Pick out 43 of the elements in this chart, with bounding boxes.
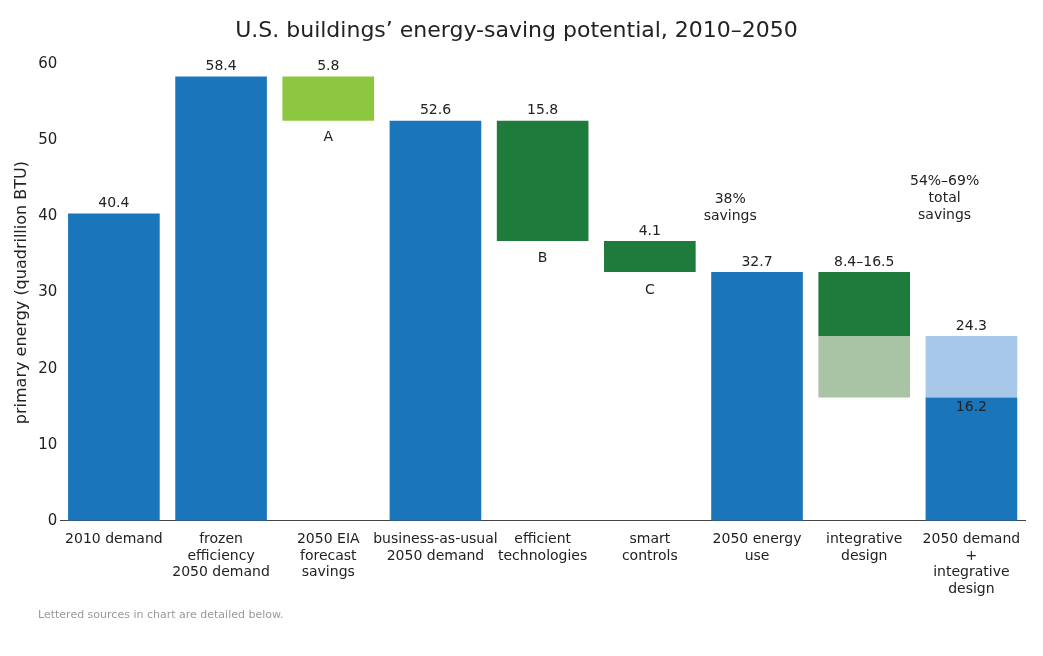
y-tick-label: 10 bbox=[38, 434, 58, 453]
data-label: 4.1 bbox=[638, 221, 661, 238]
text: Lettered sources in chart are detailed below. bbox=[38, 608, 285, 621]
x-tick-label: smart controls bbox=[621, 529, 678, 563]
chart-title: U.S. buildings’ energy-saving potential, 2010–2050 bbox=[235, 16, 798, 42]
x-tick-label: 2050 demand + integrative design bbox=[922, 529, 1021, 597]
x-tick-label: frozen efficiency 2050 demand bbox=[172, 529, 270, 580]
bar bbox=[818, 335, 911, 398]
annotation: 8.4–16.5 bbox=[834, 252, 895, 269]
annotation: A bbox=[323, 128, 334, 145]
data-label: 15.8 bbox=[527, 101, 559, 118]
x-tick-label: 2010 demand bbox=[65, 529, 163, 546]
bar bbox=[711, 272, 803, 521]
y-tick-label: 50 bbox=[38, 130, 58, 149]
y-tick-label: 60 bbox=[38, 54, 58, 73]
data-label: 16.2 bbox=[955, 398, 987, 415]
bar bbox=[389, 120, 482, 521]
data-label: 58.4 bbox=[205, 57, 237, 74]
annotation: C bbox=[644, 281, 655, 298]
bar bbox=[925, 397, 1018, 521]
bar bbox=[925, 335, 1018, 398]
data-label: 40.4 bbox=[98, 194, 130, 211]
bar bbox=[282, 76, 375, 121]
bar bbox=[818, 272, 911, 336]
annotation: 54%–69% total savings bbox=[909, 171, 980, 222]
data-label: 32.7 bbox=[741, 252, 773, 269]
bar bbox=[68, 213, 160, 521]
y-axis-title: primary energy (quadrillion BTU) bbox=[10, 161, 30, 425]
y-tick-label: 0 bbox=[47, 510, 58, 529]
bar bbox=[175, 76, 267, 521]
y-tick-label: 20 bbox=[38, 358, 58, 377]
annotation: B bbox=[537, 249, 548, 266]
data-label: 52.6 bbox=[419, 101, 452, 118]
annotation: 24.3 bbox=[955, 316, 987, 333]
x-tick-label: integrative design bbox=[826, 529, 903, 563]
x-tick-label: 2050 EIA forecast savings bbox=[296, 529, 360, 580]
y-tick-label: 40 bbox=[38, 206, 58, 225]
annotation: 38% savings bbox=[703, 189, 757, 223]
data-label: 5.8 bbox=[317, 57, 340, 74]
y-tick-label: 30 bbox=[38, 282, 58, 301]
x-tick-label: 2050 energy use bbox=[712, 529, 802, 563]
x-tick-label: efficient technologies bbox=[498, 529, 588, 563]
x-tick-label: business-as-usual 2050 demand bbox=[373, 529, 498, 563]
